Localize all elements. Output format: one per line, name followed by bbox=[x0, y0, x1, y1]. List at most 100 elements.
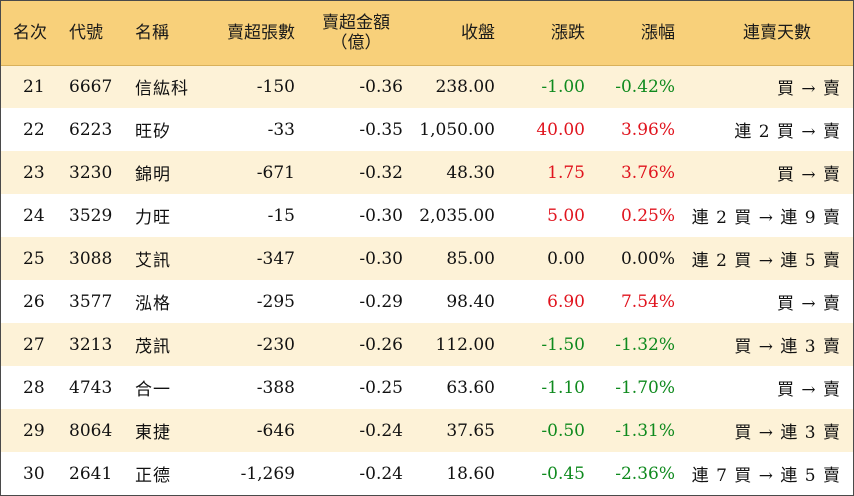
cell-name: 艾訊 bbox=[135, 251, 171, 271]
header-change-pct: 漲幅 bbox=[591, 1, 681, 66]
table-row: 22 6223 旺矽 -33 -0.35 1,050.00 40.00 3.96… bbox=[1, 108, 853, 151]
cell-change: 6.90 bbox=[547, 291, 585, 312]
table-header: 名次 代號 名稱 賣超張數 賣超金額 （億） 收盤 漲跌 漲幅 連賣天數 bbox=[1, 1, 853, 66]
header-code: 代號 bbox=[61, 1, 129, 66]
cell-code: 6667 bbox=[69, 76, 113, 97]
cell-code: 8064 bbox=[69, 420, 113, 441]
cell-change: -1.10 bbox=[541, 377, 585, 398]
header-row: 名次 代號 名稱 賣超張數 賣超金額 （億） 收盤 漲跌 漲幅 連賣天數 bbox=[1, 1, 853, 66]
cell-net-lots: -347 bbox=[256, 248, 295, 269]
header-net-amount: 賣超金額 （億） bbox=[309, 1, 409, 66]
cell-rank: 30 bbox=[23, 463, 45, 484]
cell-net-amount: -0.24 bbox=[359, 463, 403, 484]
cell-change-pct: -1.31% bbox=[615, 420, 675, 441]
cell-close: 63.60 bbox=[446, 377, 495, 398]
cell-close: 238.00 bbox=[435, 76, 495, 97]
cell-net-amount: -0.26 bbox=[359, 334, 403, 355]
table-row: 27 3213 茂訊 -230 -0.26 112.00 -1.50 -1.32… bbox=[1, 323, 853, 366]
header-streak: 連賣天數 bbox=[681, 1, 853, 66]
table-row: 24 3529 力旺 -15 -0.30 2,035.00 5.00 0.25%… bbox=[1, 194, 853, 237]
cell-change-pct: -2.36% bbox=[615, 463, 675, 484]
cell-code: 3577 bbox=[69, 291, 113, 312]
cell-name: 泓格 bbox=[135, 294, 171, 314]
cell-streak: 買 → 賣 bbox=[776, 294, 841, 314]
cell-close: 1,050.00 bbox=[419, 119, 495, 140]
cell-close: 2,035.00 bbox=[419, 205, 495, 226]
cell-change-pct: -1.70% bbox=[615, 377, 675, 398]
cell-rank: 21 bbox=[23, 76, 45, 97]
cell-streak: 連 2 買 → 連 9 賣 bbox=[691, 208, 841, 228]
cell-rank: 27 bbox=[23, 334, 45, 355]
cell-name: 東捷 bbox=[135, 423, 171, 443]
cell-name: 正德 bbox=[135, 466, 171, 486]
cell-close: 112.00 bbox=[435, 334, 495, 355]
cell-change: -0.50 bbox=[541, 420, 585, 441]
cell-streak: 連 2 買 → 賣 bbox=[734, 122, 841, 142]
cell-rank: 29 bbox=[23, 420, 45, 441]
cell-streak: 買 → 賣 bbox=[776, 165, 841, 185]
cell-net-amount: -0.24 bbox=[359, 420, 403, 441]
cell-close: 18.60 bbox=[446, 463, 495, 484]
cell-change: 5.00 bbox=[547, 205, 585, 226]
cell-change-pct: -0.42% bbox=[615, 76, 675, 97]
cell-net-lots: -33 bbox=[267, 119, 295, 140]
cell-net-amount: -0.36 bbox=[359, 76, 403, 97]
cell-code: 3230 bbox=[69, 162, 113, 183]
table-row: 26 3577 泓格 -295 -0.29 98.40 6.90 7.54% 買… bbox=[1, 280, 853, 323]
cell-close: 37.65 bbox=[446, 420, 495, 441]
cell-code: 3213 bbox=[69, 334, 113, 355]
cell-net-amount: -0.35 bbox=[359, 119, 403, 140]
cell-name: 錦明 bbox=[135, 165, 171, 185]
table-row: 23 3230 錦明 -671 -0.32 48.30 1.75 3.76% 買… bbox=[1, 151, 853, 194]
cell-code: 6223 bbox=[69, 119, 113, 140]
cell-streak: 買 → 連 3 賣 bbox=[734, 423, 841, 443]
cell-rank: 23 bbox=[23, 162, 45, 183]
cell-change: 0.00 bbox=[547, 248, 585, 269]
cell-code: 2641 bbox=[69, 463, 113, 484]
cell-rank: 25 bbox=[23, 248, 45, 269]
cell-change-pct: 0.25% bbox=[620, 205, 675, 226]
header-close: 收盤 bbox=[409, 1, 501, 66]
cell-net-lots: -295 bbox=[256, 291, 295, 312]
cell-rank: 24 bbox=[23, 205, 45, 226]
cell-net-amount: -0.25 bbox=[359, 377, 403, 398]
cell-change: -1.50 bbox=[541, 334, 585, 355]
table-row: 25 3088 艾訊 -347 -0.30 85.00 0.00 0.00% 連… bbox=[1, 237, 853, 280]
table-row: 29 8064 東捷 -646 -0.24 37.65 -0.50 -1.31%… bbox=[1, 409, 853, 452]
cell-change-pct: 7.54% bbox=[620, 291, 675, 312]
cell-change: -0.45 bbox=[541, 463, 585, 484]
cell-net-lots: -15 bbox=[267, 205, 295, 226]
cell-net-amount: -0.30 bbox=[359, 248, 403, 269]
table-row: 28 4743 合一 -388 -0.25 63.60 -1.10 -1.70%… bbox=[1, 366, 853, 409]
cell-rank: 22 bbox=[23, 119, 45, 140]
cell-name: 旺矽 bbox=[135, 122, 171, 142]
cell-streak: 買 → 連 3 賣 bbox=[734, 337, 841, 357]
cell-net-lots: -646 bbox=[256, 420, 295, 441]
cell-change: -1.00 bbox=[541, 76, 585, 97]
cell-rank: 26 bbox=[23, 291, 45, 312]
header-net-amount-line2: （億） bbox=[330, 32, 382, 53]
table-body: 21 6667 信紘科 -150 -0.36 238.00 -1.00 -0.4… bbox=[1, 65, 853, 495]
cell-close: 48.30 bbox=[446, 162, 495, 183]
cell-net-amount: -0.32 bbox=[359, 162, 403, 183]
cell-net-lots: -671 bbox=[256, 162, 295, 183]
cell-rank: 28 bbox=[23, 377, 45, 398]
cell-name: 合一 bbox=[135, 380, 171, 400]
header-rank: 名次 bbox=[1, 1, 61, 66]
cell-net-lots: -150 bbox=[256, 76, 295, 97]
cell-code: 3529 bbox=[69, 205, 113, 226]
header-name: 名稱 bbox=[129, 1, 209, 66]
cell-change: 1.75 bbox=[547, 162, 585, 183]
cell-streak: 買 → 賣 bbox=[776, 79, 841, 100]
cell-name: 茂訊 bbox=[135, 337, 171, 357]
cell-net-lots: -1,269 bbox=[240, 463, 295, 484]
cell-code: 4743 bbox=[69, 377, 113, 398]
cell-change-pct: 3.96% bbox=[620, 119, 675, 140]
cell-streak: 連 2 買 → 連 5 賣 bbox=[691, 251, 841, 271]
header-net-lots: 賣超張數 bbox=[209, 1, 309, 66]
table-row: 21 6667 信紘科 -150 -0.36 238.00 -1.00 -0.4… bbox=[1, 65, 853, 108]
cell-change-pct: 3.76% bbox=[620, 162, 675, 183]
header-change: 漲跌 bbox=[501, 1, 591, 66]
